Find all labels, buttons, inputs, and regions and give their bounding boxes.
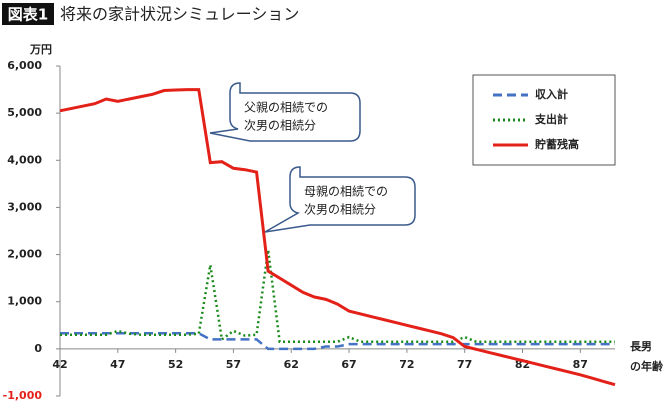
y-tick-label: 3,000	[7, 200, 42, 213]
legend-label: 収入計	[535, 87, 568, 101]
x-tick-label: 47	[110, 358, 125, 371]
callout-text: 父親の相続での	[244, 101, 328, 115]
legend-label: 支出計	[534, 112, 568, 126]
x-tick-label: 72	[399, 358, 414, 371]
y-tick-label: 5,000	[7, 106, 42, 119]
x-tick-label: 77	[457, 358, 472, 371]
legend-label: 貯蓄残高	[535, 137, 579, 151]
callout-text: 母親の相続での	[304, 185, 388, 199]
x-tick-label: 67	[341, 358, 356, 371]
callout-text: 次男の相続分	[244, 119, 316, 133]
y-tick-label: 0	[34, 342, 42, 355]
x-tick-label: 52	[168, 358, 183, 371]
x-axis-label: 長男	[630, 340, 652, 353]
y-unit: 万円	[29, 43, 52, 56]
chart-title: 将来の家計状況シミュレーション	[60, 5, 299, 24]
x-tick-label: 87	[573, 358, 588, 371]
callout-text: 次男の相続分	[304, 203, 376, 217]
series-line	[59, 88, 616, 387]
callout	[264, 166, 416, 233]
x-tick-label: 57	[226, 358, 241, 371]
title-badge: 図表1	[8, 6, 48, 24]
y-tick-label: 2,000	[7, 248, 42, 261]
y-tick-label: 6,000	[7, 59, 42, 72]
series-line	[60, 332, 615, 351]
y-tick-label: 4,000	[7, 153, 42, 166]
legend-box	[472, 74, 616, 166]
x-axis-label: の年齢	[630, 359, 664, 373]
title-badge-box	[2, 3, 54, 25]
y-tick-label: -1,000	[3, 389, 43, 402]
x-tick-label: 42	[52, 358, 67, 371]
callout	[209, 82, 361, 142]
series-line	[60, 249, 615, 344]
y-tick-label: 1,000	[7, 295, 42, 308]
x-tick-label: 62	[284, 358, 299, 371]
